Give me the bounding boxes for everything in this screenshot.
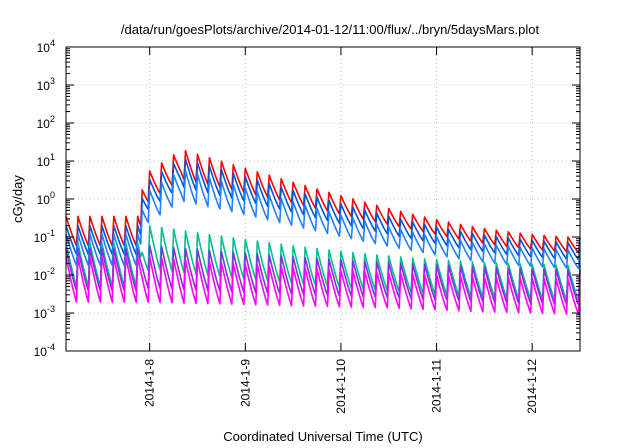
series-line-5 xyxy=(65,244,581,306)
chart-title: /data/run/goesPlots/archive/2014-01-12/1… xyxy=(121,22,540,37)
y-tick-label: 10-4 xyxy=(34,342,55,359)
y-tick-label: 100 xyxy=(37,190,55,207)
y-axis: 10-4 10-3 10-2 10-1 100 101 102 103 104 xyxy=(34,38,580,359)
series-layer xyxy=(65,149,581,316)
y-tick-label: 102 xyxy=(37,114,55,131)
x-tick-label: 2014-1-8 xyxy=(143,359,157,407)
y-tick-label: 10-3 xyxy=(34,304,55,321)
x-axis-label: Coordinated Universal Time (UTC) xyxy=(223,429,422,444)
x-tick-label: 2014-1-9 xyxy=(238,359,252,407)
x-axis: 2014-1-8 2014-1-9 2014-1-10 2014-1-11 2014-1… xyxy=(143,47,539,414)
y-axis-label: cGy/day xyxy=(10,175,25,223)
x-tick-label: 2014-1-10 xyxy=(334,359,348,414)
series-line-6 xyxy=(65,256,581,316)
series-line-1 xyxy=(65,149,581,254)
y-tick-label: 101 xyxy=(37,152,55,169)
y-tick-label: 103 xyxy=(37,76,55,93)
y-tick-label: 10-2 xyxy=(34,266,55,283)
x-tick-label: 2014-1-11 xyxy=(430,359,444,413)
y-tick-label: 104 xyxy=(37,38,55,55)
y-tick-label: 10-1 xyxy=(34,228,55,245)
series-line-2 xyxy=(65,158,581,261)
x-tick-label: 2014-1-12 xyxy=(525,359,539,414)
series-line-3 xyxy=(65,169,581,270)
